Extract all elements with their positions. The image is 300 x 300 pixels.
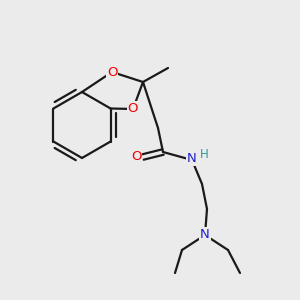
Text: O: O xyxy=(128,103,138,116)
Text: N: N xyxy=(200,229,210,242)
Text: O: O xyxy=(107,65,117,79)
Text: H: H xyxy=(200,148,208,160)
Text: N: N xyxy=(187,152,197,164)
Text: O: O xyxy=(131,151,141,164)
